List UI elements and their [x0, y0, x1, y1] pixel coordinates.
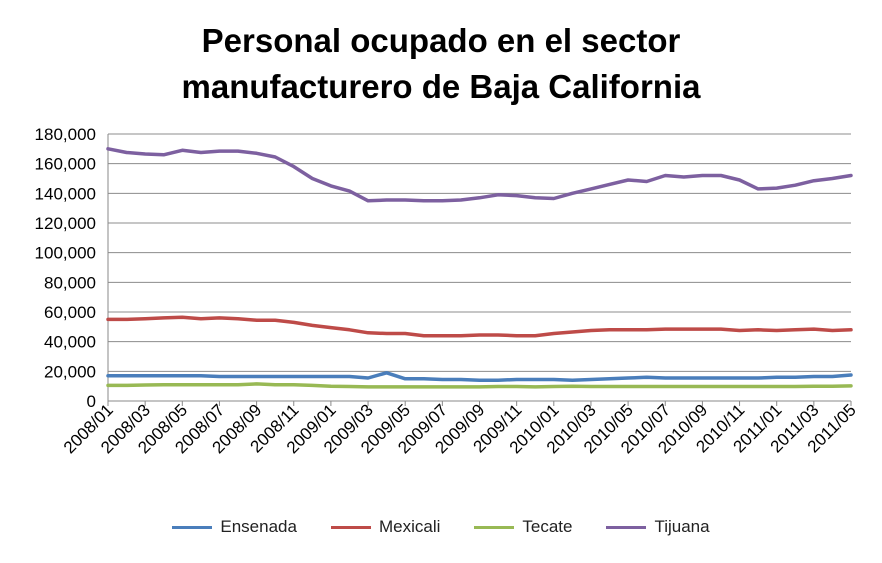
- chart-title-line-2: manufacturero de Baja California: [181, 68, 701, 105]
- y-tick-label: 40,000: [44, 333, 96, 352]
- legend-label: Tijuana: [654, 517, 710, 536]
- series-line-mexicali: [106, 315, 853, 338]
- legend-item-tecate: Tecate: [474, 517, 572, 537]
- legend: Ensenada Mexicali Tecate Tijuana: [0, 517, 882, 537]
- legend-item-ensenada: Ensenada: [172, 517, 297, 537]
- legend-swatch: [172, 525, 213, 529]
- series-line-tijuana: [106, 147, 853, 203]
- line-chart: 0 20,000 40,000 60,000 80,000 100,000 120,000 1…: [35, 125, 860, 457]
- y-tick-label: 100,000: [35, 244, 96, 263]
- y-tick-label: 60,000: [44, 303, 96, 322]
- legend-swatch: [330, 525, 371, 529]
- y-tick-label: 140,000: [35, 184, 96, 203]
- y-axis-tick-labels: 0 20,000 40,000 60,000 80,000 100,000 120,000 1…: [35, 125, 96, 411]
- legend-swatch: [474, 525, 515, 529]
- legend-label: Mexicali: [378, 517, 441, 536]
- y-tick-label: 0: [87, 392, 96, 411]
- y-tick-label: 80,000: [44, 273, 96, 292]
- x-axis-tick-labels: 2008/012008/032008/052008/072008/092008/…: [60, 400, 860, 457]
- chart-title: Personal ocupado en el sector manufactur…: [0, 18, 882, 110]
- y-tick-label: 20,000: [44, 362, 96, 381]
- series-line-ensenada: [106, 371, 853, 382]
- chart-title-line-1: Personal ocupado en el sector: [201, 22, 681, 59]
- legend-label: Tecate: [522, 517, 573, 536]
- legend-label: Ensenada: [220, 517, 297, 536]
- legend-item-tijuana: Tijuana: [606, 517, 710, 537]
- y-tick-label: 120,000: [35, 214, 96, 233]
- legend-swatch: [606, 525, 647, 529]
- gridlines: [107, 133, 852, 406]
- series-lines: [106, 147, 853, 389]
- y-tick-label: 160,000: [35, 155, 96, 174]
- series-line-tecate: [106, 382, 853, 389]
- legend-item-mexicali: Mexicali: [330, 517, 441, 537]
- y-tick-label: 180,000: [35, 125, 96, 144]
